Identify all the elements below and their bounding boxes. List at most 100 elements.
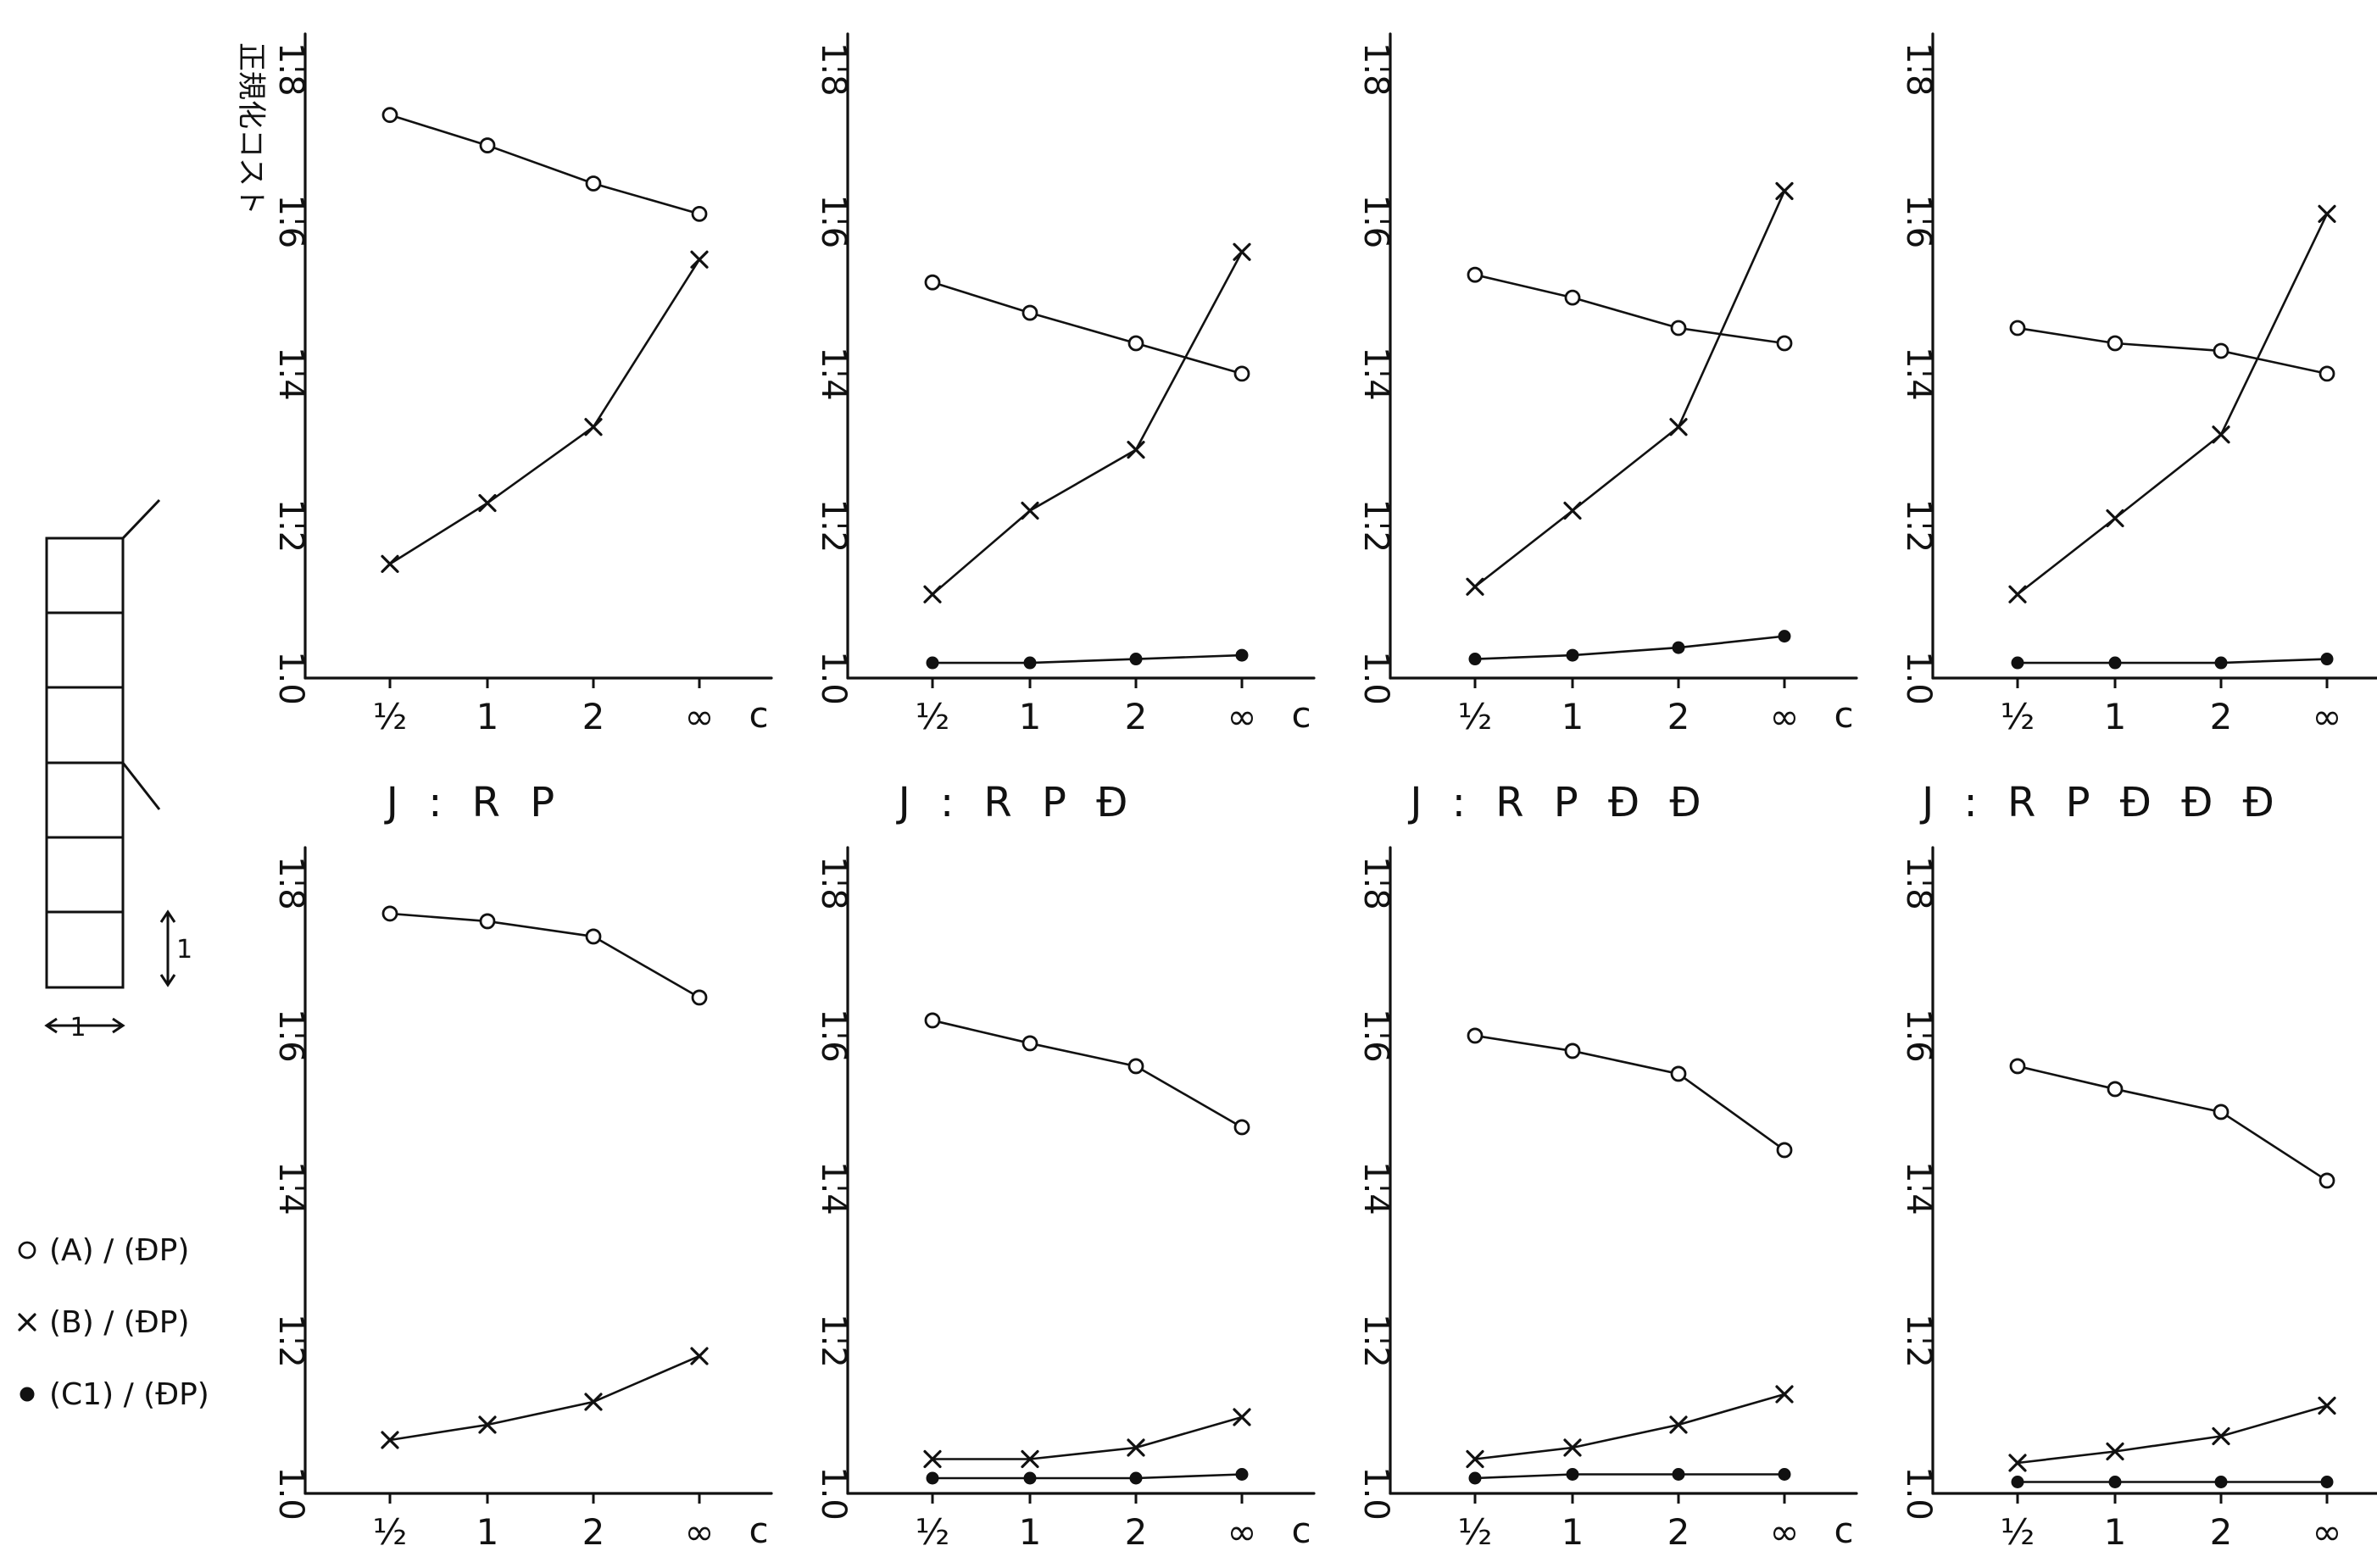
x-mark-stroke [1127, 1438, 1145, 1457]
y-tick-label: 1.6 [814, 1009, 853, 1063]
x-mark-stroke [2008, 1454, 2027, 1472]
data-point-dot [2108, 656, 2122, 670]
series-line-circle [2017, 326, 2328, 375]
data-point-circle [479, 137, 496, 153]
y-tick-label: 1.4 [814, 1161, 853, 1215]
y-tick-label: 1.4 [271, 1161, 310, 1215]
data-point-dot [2108, 1475, 2122, 1488]
data-point-dot [1023, 1471, 1037, 1485]
data-point-x [2212, 425, 2230, 444]
data-point-circle [2009, 320, 2026, 336]
data-point-circle [585, 928, 602, 945]
x-tick-label: 2 [1667, 1511, 1690, 1553]
data-point-dot [2320, 653, 2334, 666]
x-mark-stroke [690, 250, 709, 269]
y-tick-label: 1.6 [1899, 195, 1938, 249]
data-point-dot [1468, 1471, 1482, 1485]
x-mark-stroke [1466, 1449, 1484, 1469]
data-point-circle [1021, 304, 1038, 321]
data-point-circle [691, 205, 708, 222]
y-tick-label: 1.8 [1356, 42, 1395, 97]
x-tick-label: 1 [1019, 1511, 1042, 1553]
x-tick-label: ∞ [1770, 1511, 1800, 1553]
data-point-circle [2213, 1104, 2229, 1120]
diagram-leader-middle [121, 762, 161, 810]
data-point-dot [1129, 653, 1143, 666]
y-tick-label: 1.6 [271, 1009, 310, 1063]
data-point-circle [1233, 1119, 1250, 1136]
series-line-circle [932, 1019, 1243, 1129]
x-tick-label: 2 [1125, 696, 1148, 737]
data-point-dot [926, 656, 939, 670]
data-point-circle [1564, 1043, 1581, 1059]
x-tick-label: ½ [916, 696, 950, 737]
y-tick-label: 1.4 [271, 347, 310, 401]
x-mark-stroke [2008, 585, 2027, 603]
y-tick-label: 1.0 [1899, 1466, 1938, 1521]
data-point-x [478, 1415, 497, 1434]
series-line-x [932, 251, 1244, 596]
y-tick-label: 1.6 [1356, 1009, 1395, 1063]
data-point-circle [2107, 1081, 2124, 1098]
y-tick-label: 1.2 [271, 499, 310, 553]
data-point-dot [1235, 1467, 1249, 1481]
x-mark-stroke [2212, 1426, 2230, 1446]
data-point-x [1127, 1438, 1145, 1457]
height-label: 1 [176, 935, 192, 965]
x-mark-stroke [1233, 242, 1251, 261]
data-point-x [2106, 1442, 2124, 1461]
x-mark-stroke [1775, 181, 1794, 201]
data-point-x [1775, 1385, 1794, 1404]
y-tick-label: 1.2 [1899, 499, 1938, 553]
y-tick-label: 1.2 [1356, 1314, 1395, 1368]
data-point-x [2318, 1396, 2336, 1415]
data-point-x [1563, 1438, 1582, 1457]
panel-bottom-1: 1.0 1.2 1.4 1.6 1.8 ½ 1 2 ∞ c [271, 846, 773, 1553]
data-point-circle [1127, 1058, 1144, 1075]
data-point-dot [1023, 656, 1037, 670]
column-titles: J : R P J : R P Ð J : R P Ð Ð J : R P Ð … [384, 779, 2283, 826]
y-tick-label: 1.0 [814, 651, 853, 705]
data-point-x [1127, 441, 1145, 459]
x-tick-label: 1 [2104, 696, 2127, 737]
series-line-dot [1474, 635, 1785, 660]
panel-bottom-2: 1.0 1.2 1.4 1.6 1.8 ½ 1 2 ∞ c [814, 846, 1316, 1553]
data-point-x [2106, 509, 2124, 528]
data-point-x [1775, 181, 1794, 201]
y-tick-label: 1.2 [1899, 1314, 1938, 1368]
x-mark-stroke [1669, 1415, 1688, 1434]
data-point-circle [1467, 266, 1484, 283]
column-title-1: J : R P [384, 779, 563, 826]
data-point-x [381, 1431, 399, 1449]
series-line-dot [2018, 658, 2328, 664]
column-title-4: J : R P Ð Ð Ð [1919, 779, 2283, 826]
chart-panels: 1.01.21.41.61.8½ 1 2 ∞ c正規化コスト1.01.21.41.61.… [234, 32, 2377, 1553]
data-point-circle [691, 989, 708, 1006]
series-line-circle [932, 281, 1243, 375]
data-point-x [584, 1393, 603, 1411]
x-tick-label: 1 [1019, 696, 1042, 737]
x-tick-label: 2 [582, 696, 605, 737]
data-point-circle [1127, 335, 1144, 352]
data-point-dot [1778, 1467, 1791, 1481]
data-point-dot [1468, 653, 1482, 666]
data-point-x [1021, 501, 1039, 520]
data-point-x [923, 1449, 942, 1469]
x-axis-label: c [1834, 694, 1853, 736]
x-mark-stroke [1233, 1408, 1251, 1426]
y-tick-label: 1.8 [1356, 856, 1395, 910]
x-mark-stroke [478, 493, 497, 513]
x-mark-stroke [381, 554, 399, 573]
x-mark-stroke [2106, 509, 2124, 528]
x-mark-stroke [2212, 425, 2230, 444]
legend-dot-marker [19, 1387, 35, 1402]
data-point-circle [1670, 320, 1687, 336]
y-tick-label: 1.0 [271, 651, 310, 705]
series-line-x [389, 259, 701, 565]
x-mark-stroke [1563, 501, 1582, 520]
x-tick-label: 1 [1561, 696, 1584, 737]
x-mark-stroke [1021, 1449, 1039, 1469]
panel-bottom-3: 1.0 1.2 1.4 1.6 1.8 ½ 1 2 ∞ c [1356, 846, 1858, 1553]
data-point-x [2318, 204, 2336, 223]
data-point-x [1233, 1408, 1251, 1426]
